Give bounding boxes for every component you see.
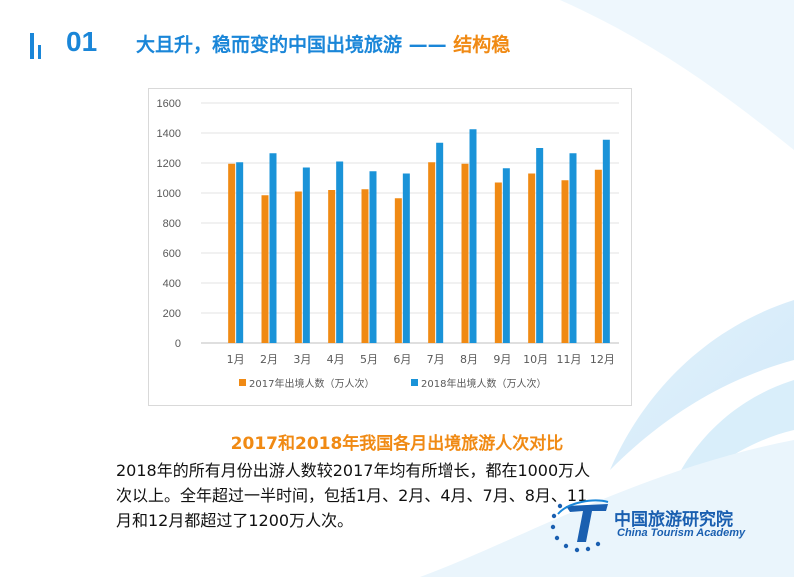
bar-2018	[502, 168, 510, 343]
y-tick-label: 1600	[157, 98, 181, 110]
bar-2017	[361, 189, 369, 343]
x-tick-label: 3月	[293, 353, 311, 366]
bar-2018	[302, 167, 310, 343]
bar-2017	[528, 173, 536, 343]
star-ring	[550, 503, 601, 553]
header-bar-2	[38, 45, 41, 59]
legend-swatch-2017	[239, 379, 246, 386]
body-paragraph: 2018年的所有月份出游人数较2017年均有所增长，都在1000万人 次以上。全…	[116, 458, 706, 533]
y-tick-label: 1400	[157, 128, 181, 140]
bar-2018	[269, 153, 277, 343]
x-tick-label: 8月	[460, 353, 478, 366]
legend-swatch-2018	[411, 379, 418, 386]
chart-panel: 0 200 400 600 800 1000 1200 1400 1600 1月 2月 3月 4月 5月 6…	[148, 88, 632, 406]
bar-2017	[228, 163, 236, 343]
header-bar-1	[30, 33, 34, 59]
bar-2017	[294, 191, 302, 343]
x-tick-label: 4月	[327, 353, 345, 366]
y-tick-label: 1000	[157, 188, 181, 200]
x-tick-label: 10月	[523, 353, 548, 366]
x-tick-label: 2月	[260, 353, 278, 366]
legend-label-2017: 2017年出境人数（万人次）	[249, 377, 374, 390]
x-tick-label: 1月	[227, 353, 245, 366]
page-title: 大且升，稳而变的中国出境旅游 —— 结构稳	[136, 30, 510, 57]
bar-2018	[536, 148, 544, 343]
academy-logo-emblem	[550, 499, 609, 553]
bar-2017	[261, 195, 269, 343]
x-tick-label: 5月	[360, 353, 378, 366]
logo-name-cn: 中国旅游研究院	[614, 510, 733, 530]
bar-2018	[369, 171, 377, 343]
y-tick-label: 600	[163, 248, 181, 260]
y-tick-label: 200	[163, 308, 181, 320]
x-tick-label: 11月	[557, 353, 582, 366]
bar-2017	[494, 182, 502, 343]
bar-2017	[328, 190, 336, 343]
bar-2018	[436, 142, 444, 343]
y-tick-label: 400	[163, 278, 181, 290]
body-line-1: 2018年的所有月份出游人数较2017年均有所增长，都在1000万人	[116, 461, 591, 480]
y-tick-label: 0	[175, 338, 181, 350]
section-number: 01	[66, 26, 98, 57]
header: 01 大且升，稳而变的中国出境旅游 —— 结构稳	[0, 0, 794, 80]
bar-2018	[569, 153, 577, 343]
bar-2017	[461, 163, 469, 343]
t-mark	[566, 504, 608, 542]
bar-2018	[402, 173, 410, 343]
bar-2018	[469, 129, 477, 343]
legend-label-2018: 2018年出境人数（万人次）	[421, 377, 546, 390]
title-main: 大且升，稳而变的中国出境旅游 ——	[136, 34, 454, 56]
logo-name-en: China Tourism Academy	[617, 527, 746, 539]
bar-2018	[336, 161, 344, 343]
bar-2017	[561, 180, 569, 343]
bar-chart: 0 200 400 600 800 1000 1200 1400 1600 1月 2月 3月 4月 5月 6…	[157, 98, 619, 390]
bar-2018	[602, 139, 610, 343]
bar-2017	[428, 162, 436, 343]
x-tick-label: 7月	[427, 353, 445, 366]
title-accent: 结构稳	[453, 34, 511, 56]
bar-2018	[236, 162, 244, 343]
x-tick-label: 12月	[590, 353, 615, 366]
x-tick-label: 9月	[493, 353, 511, 366]
bar-2017	[394, 198, 402, 343]
x-tick-label: 6月	[393, 353, 411, 366]
y-tick-label: 800	[163, 218, 181, 230]
y-tick-label: 1200	[157, 158, 181, 170]
chart-caption: 2017和2018年我国各月出境旅游人次对比	[230, 434, 564, 454]
body-line-2: 次以上。全年超过一半时间，包括1月、2月、4月、7月、8月、11	[116, 486, 588, 505]
body-line-3: 月和12月都超过了1200万人次。	[116, 511, 354, 530]
bar-2017	[594, 169, 602, 343]
